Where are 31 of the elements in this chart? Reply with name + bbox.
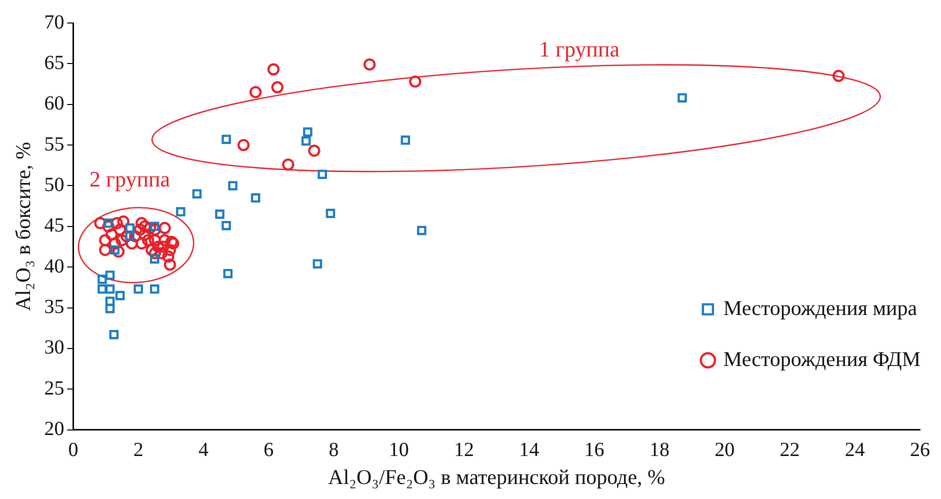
y-tick-label: 55: [44, 133, 64, 156]
legend-label: Месторождения ФДМ: [723, 346, 921, 371]
y-tick-label: 70: [44, 11, 64, 34]
x-tick-label: 24: [844, 439, 865, 462]
x-tick-label: 22: [780, 439, 800, 462]
x-tick-label: 26: [910, 439, 930, 462]
x-tick-label: 12: [454, 439, 474, 462]
x-tick-label: 4: [198, 439, 208, 462]
x-tick-label: 10: [388, 439, 409, 462]
y-tick-label: 60: [44, 92, 64, 115]
x-tick-label: 6: [264, 439, 274, 462]
y-tick-label: 45: [44, 214, 64, 237]
x-tick-label: 0: [68, 439, 78, 462]
y-tick-label: 20: [44, 418, 64, 440]
y-axis-title: Al₂O₃ в боксите, %: [11, 142, 36, 311]
legend-label: Месторождения мира: [723, 296, 918, 320]
y-tick-label: 30: [44, 336, 64, 359]
x-tick-label: 2: [133, 439, 144, 462]
y-tick-label: 40: [44, 255, 64, 278]
y-tick-label: 50: [44, 174, 64, 196]
annotation: 1 группа: [538, 36, 620, 62]
y-tick-label: 65: [44, 52, 64, 74]
x-tick-label: 8: [328, 439, 339, 462]
x-tick-label: 14: [519, 439, 540, 462]
x-tick-label: 18: [649, 439, 670, 462]
x-tick-label: 16: [584, 439, 604, 462]
y-tick-label: 35: [44, 296, 64, 318]
x-tick-label: 20: [714, 439, 735, 462]
x-axis-title: Al₂O₃/Fe₂O₃ в материнской породе, %: [328, 464, 666, 489]
y-tick-label: 25: [44, 377, 64, 400]
annotation: 2 группа: [89, 166, 170, 192]
